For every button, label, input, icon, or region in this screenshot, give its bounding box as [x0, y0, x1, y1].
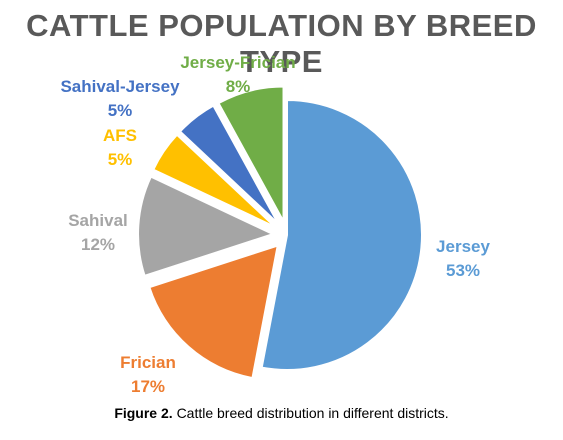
slice-percent-sahival-jersey: 5% [108, 101, 133, 120]
pie-slice-frician [148, 244, 280, 380]
figure-caption-text: Cattle breed distribution in different d… [176, 405, 449, 421]
pie-chart: Jersey 53% Frician 17% Sahival 12% AFS 5% Sahiva… [60, 53, 490, 396]
pie-slice-jersey-frician [217, 85, 285, 222]
slice-name-jersey: Jersey [436, 237, 490, 256]
slice-name-jersey-frician: Jersey-Frician [180, 53, 295, 72]
slice-name-frician: Frician [120, 353, 176, 372]
pie-slice-jersey [260, 98, 423, 371]
figure-caption: Figure 2. Cattle breed distribution in d… [0, 405, 563, 421]
pie-slice-afs [151, 133, 277, 229]
slice-percent-jersey: 53% [446, 261, 480, 280]
slice-percent-jersey-frician: 8% [226, 77, 251, 96]
chart-title: CATTLE POPULATION BY BREED TYPE [26, 8, 537, 79]
slice-percent-afs: 5% [108, 150, 133, 169]
slice-name-sahival-jersey: Sahival-Jersey [60, 77, 180, 96]
pie-slice-sahival [137, 175, 276, 278]
slice-name-sahival: Sahival [68, 211, 128, 230]
pie-slice-sahival-jersey [178, 104, 280, 225]
slice-percent-frician: 17% [131, 377, 165, 396]
slice-name-afs: AFS [103, 126, 137, 145]
figure-caption-label: Figure 2. [114, 405, 173, 421]
slice-percent-sahival: 12% [81, 235, 115, 254]
